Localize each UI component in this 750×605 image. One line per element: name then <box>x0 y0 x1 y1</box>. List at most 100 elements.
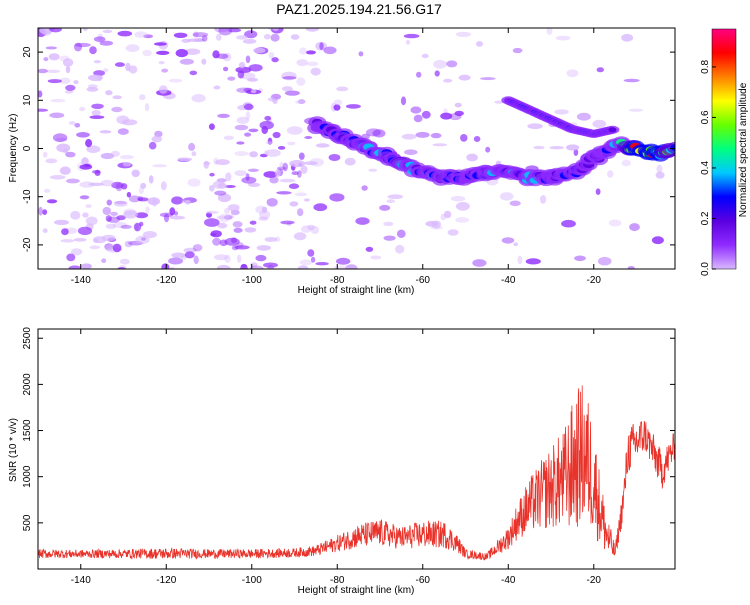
spectrogram-noise-blob <box>139 221 144 227</box>
spectrogram-noise-blob <box>111 181 124 189</box>
spectrogram-noise-blob <box>297 170 302 178</box>
spectrogram-noise-blob <box>81 157 89 166</box>
spectrogram-noise-blob <box>289 201 299 207</box>
spectrogram-noise-blob <box>365 246 374 252</box>
x-tick-label: -60 <box>416 275 431 286</box>
spectrogram-noise-blob <box>111 106 123 113</box>
spectrogram-noise-blob <box>527 123 543 130</box>
x-tick-label: -140 <box>71 275 91 286</box>
spectrogram-noise-blob <box>395 244 405 254</box>
spectrogram-noise-blob <box>621 159 631 167</box>
spectrogram-noise-blob <box>38 68 48 74</box>
spectrogram-noise-blob <box>76 132 90 138</box>
spectrogram-heatmap <box>38 28 675 269</box>
colorbar-tick-label: 0.2 <box>700 211 711 225</box>
spectrogram-noise-blob <box>282 162 288 172</box>
spectrogram-noise-blob <box>237 70 245 79</box>
spectrogram-noise-blob <box>177 157 193 162</box>
spectrogram-noise-blob <box>43 151 48 158</box>
spectrogram-noise-blob <box>64 90 74 94</box>
spectrogram-noise-blob <box>183 247 197 253</box>
spectrogram-noise-blob <box>227 76 236 81</box>
spectrogram-noise-blob <box>263 171 278 178</box>
spectrogram-noise-blob <box>234 151 249 157</box>
spectrogram-noise-blob <box>88 182 104 186</box>
spectrogram-noise-blob <box>203 160 209 169</box>
spectrogram-noise-blob <box>621 33 634 42</box>
spectrogram-x-label: Height of straight line (km) <box>298 285 415 296</box>
spectrogram-noise-blob <box>193 255 199 265</box>
spectrogram-noise-blob <box>268 51 275 59</box>
spectrogram-noise-blob <box>85 216 98 226</box>
spectrogram-noise-blob <box>270 33 280 42</box>
spectrogram-noise-blob <box>59 166 71 175</box>
spectrogram-noise-blob <box>555 35 571 41</box>
spectrogram-noise-blob <box>223 135 235 140</box>
spectrogram-noise-blob <box>58 77 71 85</box>
spectrogram-noise-blob <box>294 192 308 197</box>
spectrogram-noise-blob <box>79 106 86 112</box>
spectrogram-noise-blob <box>410 106 422 114</box>
spectrogram-noise-blob <box>184 48 201 55</box>
spectrogram-noise-blob <box>56 143 71 153</box>
spectrogram-noise-blob <box>282 76 297 80</box>
spectrogram-noise-blob <box>651 236 664 245</box>
spectrogram-noise-blob <box>576 112 591 121</box>
spectrogram-noise-blob <box>224 237 240 246</box>
spectrogram-noise-blob <box>87 84 98 89</box>
spectrogram-noise-blob <box>218 28 232 36</box>
spectrogram-noise-blob <box>255 254 267 262</box>
spectrogram-noise-blob <box>77 226 93 236</box>
spectrogram-noise-blob <box>455 217 469 223</box>
spectrogram-noise-blob <box>138 186 144 194</box>
spectrogram-noise-blob <box>421 53 429 59</box>
spectrogram-noise-blob <box>355 217 370 225</box>
snr-panel: -140 -120 -100 -80 -60 -40 -20 500 1000 1500 2000… <box>8 327 676 596</box>
spectrogram-noise-blob <box>74 42 91 48</box>
spectrogram-noise-blob <box>313 203 328 212</box>
spectrogram-noise-blob <box>212 237 222 246</box>
spectrogram-y-ticks: -20 -10 0 10 20 <box>22 46 675 252</box>
spectrogram-noise-blob <box>628 108 644 112</box>
spectrogram-noise-blob <box>192 32 209 38</box>
spectrogram-noise-blob <box>539 195 547 204</box>
spectrogram-noise-blob <box>344 157 356 166</box>
spectrogram-noise-blob <box>110 211 118 216</box>
spectrogram-noise-blob <box>255 205 267 214</box>
spectrogram-noise-blob <box>261 206 268 213</box>
y-tick-label: 0 <box>22 145 33 151</box>
spectrogram-noise-blob <box>401 133 417 140</box>
spectrogram-noise-blob <box>209 172 215 177</box>
spectrogram-noise-blob <box>336 86 349 92</box>
spectrogram-noise-blob <box>269 176 279 184</box>
spectrogram-noise-blob <box>323 46 337 55</box>
spectrogram-noise-blob <box>406 39 410 45</box>
spectrogram-noise-blob <box>266 198 278 207</box>
spectrogram-noise-blob <box>573 148 579 156</box>
spectrogram-noise-blob <box>102 29 113 34</box>
spectrogram-noise-blob <box>189 70 198 76</box>
spectrogram-noise-blob <box>65 84 76 91</box>
spectrogram-noise-blob <box>379 204 391 211</box>
spectrogram-noise-blob <box>79 164 93 170</box>
spectrogram-noise-blob <box>105 223 117 229</box>
spectrogram-noise-blob <box>214 254 229 261</box>
spectrogram-noise-blob <box>143 34 154 39</box>
spectrogram-noise-blob <box>119 155 134 160</box>
spectrogram-noise-blob <box>421 110 431 119</box>
spectrogram-noise-blob <box>236 116 250 124</box>
spectrogram-noise-blob <box>101 258 107 264</box>
spectrogram-noise-blob <box>256 245 271 251</box>
spectrogram-noise-blob <box>319 42 324 50</box>
spectrogram-noise-blob <box>125 44 140 52</box>
spectrogram-noise-blob <box>299 47 308 55</box>
spectrogram-noise-blob <box>247 168 259 172</box>
spectrogram-noise-blob <box>370 255 382 260</box>
spectrogram-noise-blob <box>525 258 541 265</box>
spectrogram-noise-blob <box>242 38 257 44</box>
spectrogram-noise-blob <box>250 89 257 94</box>
spectrogram-noise-blob <box>434 70 440 77</box>
spectrogram-noise-blob <box>266 141 274 145</box>
spectrogram-noise-blob <box>432 143 448 147</box>
spectrogram-noise-blob <box>175 49 188 58</box>
